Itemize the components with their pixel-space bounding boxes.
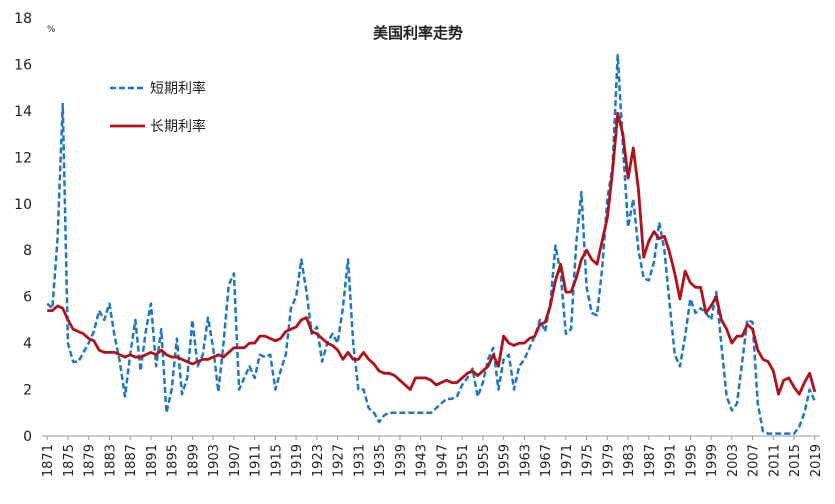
y-tick-label: 16	[14, 57, 32, 73]
x-tick-label: 2011	[767, 444, 782, 477]
x-tick-label: 1991	[664, 444, 679, 477]
x-tick-label: 1951	[456, 444, 471, 477]
x-tick-label: 1939	[394, 444, 409, 477]
x-tick-label: 1947	[435, 444, 450, 477]
x-tick-label: 1927	[332, 444, 347, 477]
x-tick-label: 1987	[643, 444, 658, 477]
y-tick-label: 18	[14, 11, 32, 27]
x-tick-label: 1911	[249, 444, 264, 477]
y-tick-label: 2	[23, 383, 32, 399]
x-tick-label: 1919	[290, 444, 305, 477]
x-tick-label: 1891	[145, 444, 160, 477]
y-tick-label: 8	[23, 243, 32, 259]
x-tick-label: 1879	[83, 444, 98, 477]
x-tick-label: 1963	[518, 444, 533, 477]
y-tick-label: 10	[14, 197, 32, 213]
x-tick-label: 1907	[228, 444, 243, 477]
x-tick-label: 1979	[601, 444, 616, 477]
x-tick-label: 1871	[41, 444, 56, 477]
x-tick-label: 1875	[62, 444, 77, 477]
x-tick-label: 1883	[103, 444, 118, 477]
x-tick-label: 1983	[622, 444, 637, 477]
x-tick-label: 1931	[352, 444, 367, 477]
y-tick-label: 6	[23, 290, 32, 306]
legend-label: 短期利率	[150, 80, 206, 97]
series-line	[46, 53, 816, 435]
x-tick-label: 1915	[269, 444, 284, 477]
x-tick-label: 1995	[684, 444, 699, 477]
x-tick-label: 1971	[560, 444, 575, 477]
x-tick-label: 1887	[124, 444, 139, 477]
x-tick-label: 1959	[498, 444, 513, 477]
x-tick-label: 2019	[809, 444, 824, 477]
y-tick-label: 12	[14, 150, 32, 166]
x-tick-label: 2003	[726, 444, 741, 477]
x-tick-label: 2015	[788, 444, 803, 477]
legend-label: 长期利率	[150, 118, 206, 135]
x-tick-label: 1955	[477, 444, 492, 477]
y-unit: %	[47, 25, 56, 35]
x-tick-label: 1975	[581, 444, 596, 477]
y-tick-label: 0	[23, 429, 32, 445]
chart-title: 美国利率走势	[373, 24, 463, 42]
x-tick-label: 1895	[166, 444, 181, 477]
y-tick-label: 4	[23, 336, 32, 352]
x-tick-label: 1903	[207, 444, 222, 477]
x-tick-label: 2007	[747, 444, 762, 477]
x-tick-label: 1967	[539, 444, 554, 477]
series-line	[47, 111, 817, 396]
y-tick-label: 14	[14, 104, 32, 120]
x-tick-label: 1923	[311, 444, 326, 477]
x-tick-label: 1943	[415, 444, 430, 477]
x-tick-label: 1999	[705, 444, 720, 477]
x-tick-label: 1899	[186, 444, 201, 477]
x-tick-label: 1935	[373, 444, 388, 477]
